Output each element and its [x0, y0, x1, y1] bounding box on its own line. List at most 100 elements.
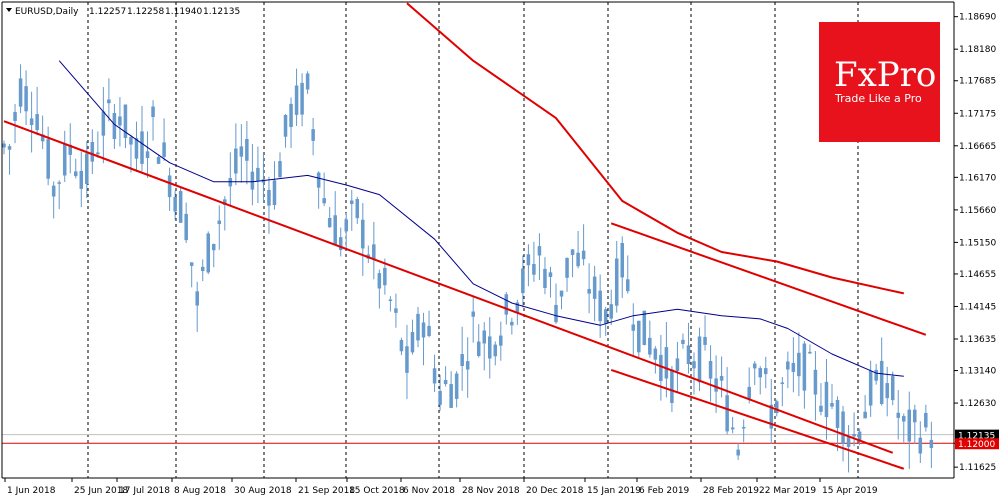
candle [626, 255, 630, 294]
close-value: 1.12135 [203, 7, 240, 17]
candle [300, 73, 304, 127]
candle [830, 383, 834, 410]
y-tick-label: 1.16665 [959, 142, 996, 152]
candle [797, 332, 801, 397]
candle [68, 123, 72, 174]
candle [377, 269, 382, 309]
candle [603, 306, 608, 336]
candle [554, 283, 558, 324]
candle [537, 233, 542, 281]
candle [421, 312, 426, 366]
candle [151, 100, 155, 141]
candle [924, 404, 928, 432]
x-tick-label: 21 Sep 2018 [298, 486, 355, 496]
candle [350, 189, 354, 231]
candle [708, 345, 713, 402]
moving-averages [58, 2, 905, 377]
candle [592, 265, 597, 322]
candle [278, 152, 282, 178]
candle [327, 207, 332, 228]
candle [361, 203, 365, 276]
x-tick-label: 15 Oct 2018 [349, 486, 405, 496]
candle [123, 104, 128, 149]
candle [692, 352, 696, 395]
candle [835, 396, 840, 452]
candle [902, 413, 906, 443]
x-tick-label: 22 Mar 2019 [759, 486, 816, 496]
candle [40, 115, 45, 150]
x-tick-label: 20 Dec 2018 [526, 486, 584, 496]
x-tick-label: 6 Nov 2018 [403, 486, 455, 496]
candle [107, 78, 111, 122]
candle [156, 154, 161, 165]
candle [587, 263, 591, 314]
y-tick-label: 1.15150 [959, 238, 996, 248]
candle [200, 259, 205, 282]
candle [493, 341, 498, 366]
level-price-label: 1.12000 [958, 440, 995, 450]
candle [333, 191, 337, 246]
candle [482, 322, 486, 371]
candle [725, 367, 729, 435]
x-tick-label: 17 Jul 2018 [119, 486, 170, 496]
current-price-label: 1.12135 [958, 432, 995, 442]
candle [808, 344, 812, 355]
candle [543, 257, 547, 295]
candle [29, 91, 34, 153]
candle [686, 322, 691, 374]
candle [510, 317, 514, 335]
candle [664, 322, 669, 398]
candle [581, 224, 586, 266]
x-tick-label: 28 Nov 2018 [462, 486, 520, 496]
candle [228, 152, 233, 206]
candlestick-series [2, 64, 934, 473]
x-tick-label: 25 Jun 2018 [74, 486, 128, 496]
candle [465, 337, 470, 398]
candle [890, 371, 895, 406]
candle [438, 374, 442, 411]
price-axis: 1.18690 1.18180 1.17685 1.17175 1.16665 1.161… [954, 13, 996, 473]
candle [51, 181, 56, 219]
candle [250, 144, 255, 206]
high-value: 1.12258 [127, 7, 164, 17]
candle [570, 249, 575, 278]
short-channel-upper [610, 222, 927, 336]
candle [366, 245, 371, 263]
y-tick-label: 1.11625 [959, 463, 996, 473]
candle [206, 231, 210, 275]
candle [631, 303, 636, 356]
candle [267, 176, 271, 234]
candle [758, 366, 762, 395]
y-tick-label: 1.12630 [959, 399, 996, 409]
logo-background [819, 22, 940, 142]
candle [730, 416, 735, 434]
candle [256, 146, 260, 204]
candle [195, 281, 199, 332]
candle [338, 227, 343, 257]
candle [637, 320, 641, 358]
candle [399, 337, 404, 356]
candle [813, 351, 818, 421]
candle [659, 334, 663, 401]
candle [598, 274, 602, 338]
candle [879, 337, 884, 406]
candle [454, 371, 459, 408]
candle [802, 341, 807, 409]
y-tick-label: 1.14655 [959, 270, 996, 280]
candle [852, 412, 856, 447]
short-channel-lower [610, 368, 905, 470]
candle [532, 241, 536, 282]
candle [145, 131, 150, 178]
candle [907, 391, 912, 469]
candle [167, 167, 172, 211]
candle [311, 117, 315, 156]
candle [2, 140, 6, 155]
candle [896, 390, 900, 440]
candle [874, 363, 878, 385]
y-tick-label: 1.14145 [959, 302, 996, 312]
candle [18, 64, 23, 114]
collapse-triangle-icon[interactable] [6, 8, 12, 12]
candle [118, 97, 122, 147]
candle [74, 158, 78, 179]
candle [217, 205, 222, 250]
